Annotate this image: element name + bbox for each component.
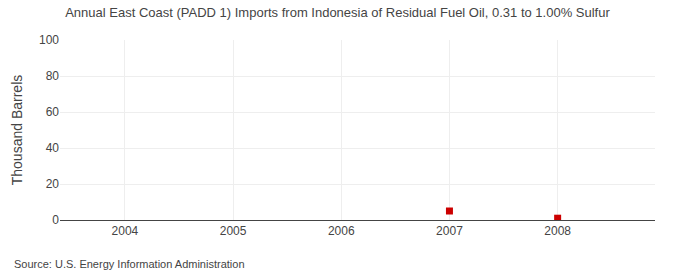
svg-text:100: 100 <box>39 33 59 47</box>
svg-text:2006: 2006 <box>328 224 355 238</box>
svg-text:2008: 2008 <box>544 224 571 238</box>
svg-text:0: 0 <box>52 213 59 227</box>
svg-text:80: 80 <box>46 69 60 83</box>
svg-text:60: 60 <box>46 105 60 119</box>
svg-text:40: 40 <box>46 141 60 155</box>
svg-text:2004: 2004 <box>112 224 139 238</box>
svg-text:20: 20 <box>46 177 60 191</box>
svg-text:Thousand Barrels: Thousand Barrels <box>9 75 25 186</box>
svg-text:2005: 2005 <box>220 224 247 238</box>
svg-text:Source: U.S. Energy Informatio: Source: U.S. Energy Information Administ… <box>14 258 245 270</box>
svg-text:Annual East Coast (PADD 1) Imp: Annual East Coast (PADD 1) Imports from … <box>65 5 610 20</box>
svg-text:2007: 2007 <box>436 224 463 238</box>
